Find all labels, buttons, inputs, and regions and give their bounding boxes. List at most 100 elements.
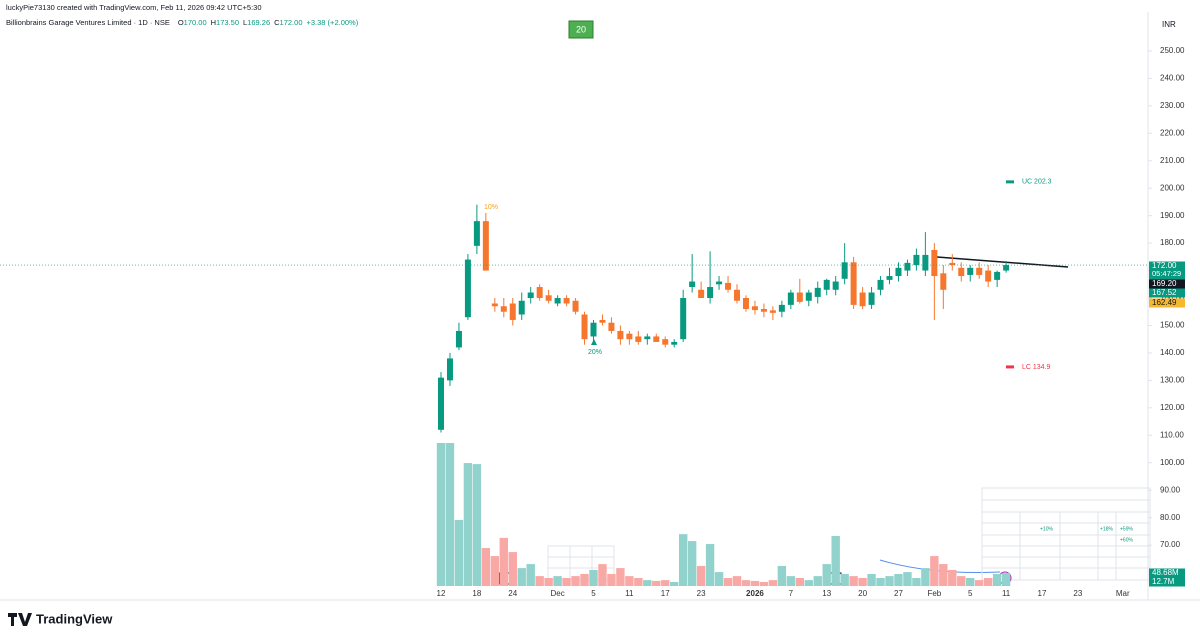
currency: INR <box>1162 20 1176 29</box>
volume-bar <box>571 576 580 586</box>
volume-bar <box>741 580 751 586</box>
candle-body <box>545 295 552 301</box>
volume-bar <box>804 580 813 586</box>
low-triangle <box>591 339 597 345</box>
volume-bar <box>463 463 473 586</box>
volume-bar <box>481 548 491 586</box>
candle-body <box>617 330 624 340</box>
volume-bar <box>589 569 598 586</box>
volume-bar <box>670 581 679 586</box>
volume-bar <box>634 577 643 586</box>
x-tick-label: 12 <box>437 589 446 598</box>
price-label-bg <box>1149 279 1185 289</box>
volume-bar <box>849 576 858 586</box>
x-tick-label: 17 <box>1038 589 1047 598</box>
legend-key: C <box>274 18 280 27</box>
volume-bar <box>625 576 634 586</box>
candle-body <box>563 298 570 304</box>
volume-bar <box>867 573 876 586</box>
volume-bar <box>723 577 733 586</box>
volume-bar <box>544 577 553 586</box>
legend-key: H <box>211 18 216 27</box>
price-label: 167.52 <box>1152 288 1177 297</box>
volume-bar <box>714 572 724 586</box>
volume-bar <box>750 580 760 586</box>
candle-body <box>967 267 974 275</box>
y-tick-label: 160.00 <box>1160 293 1185 302</box>
y-tick-label: 210.00 <box>1160 156 1185 165</box>
price-label: 162.49 <box>1152 298 1177 307</box>
trend-line <box>936 256 1069 268</box>
badge <box>568 20 594 39</box>
x-tick-label: 11 <box>1002 589 1011 598</box>
volume-bar <box>858 577 867 586</box>
candle-body <box>518 300 525 315</box>
volume-bar <box>661 580 670 586</box>
y-tick-label: 200.00 <box>1160 183 1185 192</box>
volume-bar <box>472 464 482 586</box>
badge-text: 20 <box>576 24 586 34</box>
stats-table <box>981 487 1151 581</box>
volume-bar <box>903 572 912 586</box>
legend: Billionbrains Garage Ventures Limited · … <box>6 18 359 27</box>
volume-bar <box>983 577 993 586</box>
x-tick-label: 23 <box>697 589 706 598</box>
y-tick-label: 150.00 <box>1160 321 1185 330</box>
candle-body <box>922 254 929 271</box>
volume-bar <box>687 541 697 586</box>
candle-body <box>1003 265 1010 271</box>
x-tick-label: 2026 <box>746 589 764 598</box>
table-cell: +18% <box>1100 526 1113 532</box>
candle-body <box>590 322 597 337</box>
volume-bar <box>768 580 778 586</box>
y-tick-label: 130.00 <box>1160 375 1185 384</box>
candle-body <box>482 221 489 271</box>
volume-label-bg <box>1149 577 1185 587</box>
candle-body <box>554 298 561 304</box>
x-tick-label: Dec <box>550 589 564 598</box>
candle-body <box>599 319 606 323</box>
chart-title: Billionbrains Garage Ventures Limited · … <box>6 18 170 27</box>
candle-body <box>877 279 884 290</box>
volume-bar <box>921 568 930 586</box>
price-label: 172.00 <box>1152 261 1177 270</box>
candle-body <box>796 292 803 302</box>
volume-bar <box>966 577 975 586</box>
candle-body <box>760 308 767 312</box>
candle-body <box>931 249 938 277</box>
x-tick-label: 5 <box>968 589 973 598</box>
y-tick-label: 230.00 <box>1160 101 1185 110</box>
x-tick-label: 7 <box>789 589 794 598</box>
candle-body <box>572 300 579 312</box>
volume-label: 12.7M <box>1152 577 1175 586</box>
limit-label: UC 202.3 <box>1022 179 1052 186</box>
volume-bar <box>975 580 984 586</box>
y-tick-label: 240.00 <box>1160 73 1185 82</box>
candle-body <box>985 270 992 282</box>
volume-bar <box>795 577 804 586</box>
volume-bar <box>912 577 921 586</box>
candle-body <box>976 267 983 275</box>
candle-body <box>662 339 669 345</box>
volume-bar <box>948 569 957 586</box>
y-tick-label: 190.00 <box>1160 211 1185 220</box>
candle-body <box>446 358 453 381</box>
volume-bar <box>616 568 625 586</box>
y-tick-label: 250.00 <box>1160 46 1185 55</box>
volume-bar <box>992 573 1002 586</box>
credit: luckyPie73130 created with TradingView.c… <box>6 3 262 12</box>
candle-body <box>958 267 965 277</box>
volume-bar <box>939 564 948 586</box>
candle-body <box>913 254 920 266</box>
volume-bar <box>454 519 464 586</box>
candle-body <box>438 377 444 430</box>
volume-bar <box>535 576 544 586</box>
volume-bar <box>786 576 796 586</box>
volume-bar <box>732 576 742 586</box>
candle-body <box>895 267 902 277</box>
volume-bar <box>831 536 840 586</box>
table-cell: +60% <box>1120 537 1133 543</box>
legend-key: O <box>178 18 184 27</box>
